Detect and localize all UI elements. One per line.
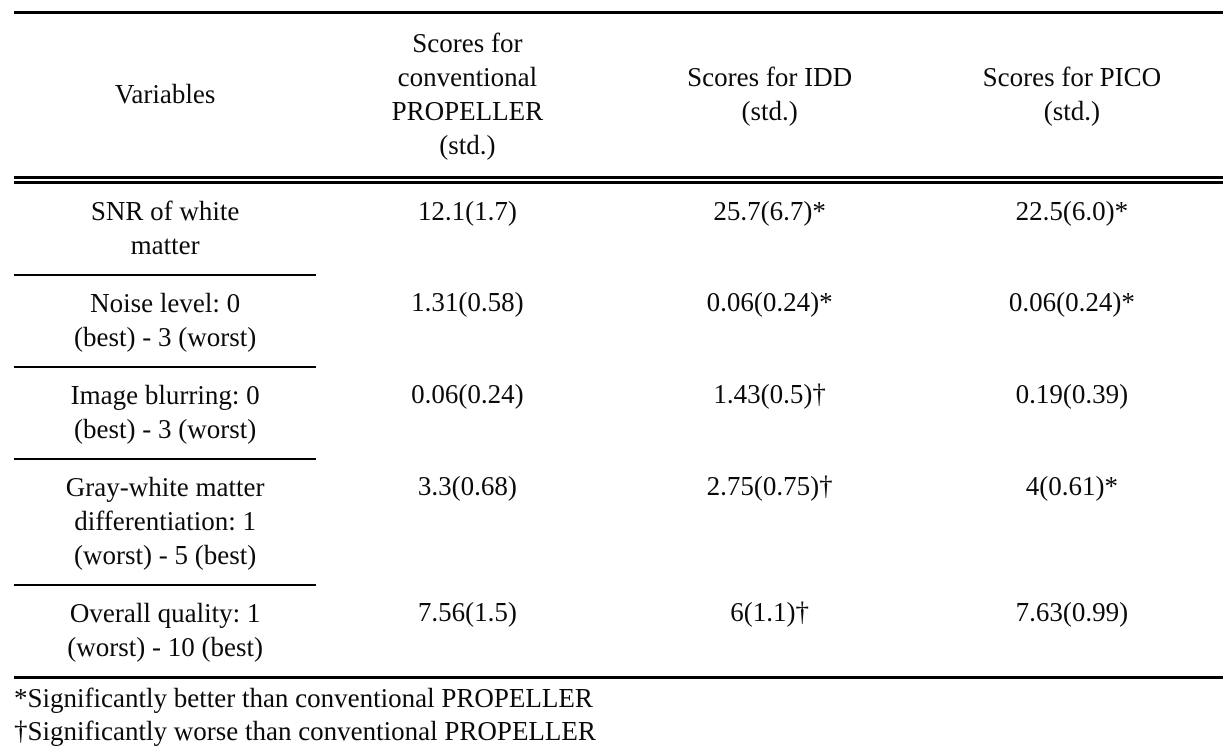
row-label: Overall quality: 1 (worst) - 10 (best) <box>67 598 263 662</box>
table-header: Variables Scores for conventional PROPEL… <box>14 12 1223 184</box>
cell-variable: Gray-white matter differentiation: 1 (wo… <box>14 459 317 586</box>
cell-pico-value: 0.19(0.39) <box>1015 379 1129 409</box>
cell-pico-value: 0.06(0.24)* <box>1008 287 1135 317</box>
cell-idd-value: 2.75(0.75)† <box>706 471 833 501</box>
cell-propeller-value: 1.31(0.58) <box>411 287 524 317</box>
column-header-propeller-label: Scores for conventional PROPELLER (std.) <box>391 28 544 160</box>
column-header-idd-label: Scores for IDD (std.) <box>687 62 853 126</box>
table-body: SNR of white matter 12.1(1.7) 25.7(6.7)*… <box>14 180 1223 679</box>
table-row: Image blurring: 0 (best) - 3 (worst) 0.0… <box>14 367 1223 460</box>
cell-variable: SNR of white matter <box>14 180 317 276</box>
cell-idd-value: 1.43(0.5)† <box>713 379 826 409</box>
row-label: Image blurring: 0 (best) - 3 (worst) <box>70 380 260 444</box>
footnote-significantly-better: *Significantly better than conventional … <box>14 683 593 713</box>
cell-idd-value: 25.7(6.7)* <box>713 196 826 226</box>
cell-propeller-value: 12.1(1.7) <box>417 196 517 226</box>
header-row: Variables Scores for conventional PROPEL… <box>14 12 1223 184</box>
table-row: Gray-white matter differentiation: 1 (wo… <box>14 459 1223 586</box>
table-row: SNR of white matter 12.1(1.7) 25.7(6.7)*… <box>14 180 1223 276</box>
cell-variable: Image blurring: 0 (best) - 3 (worst) <box>14 367 317 460</box>
cell-variable: Overall quality: 1 (worst) - 10 (best) <box>14 585 317 679</box>
table-footnotes: *Significantly better than conventional … <box>14 682 1223 748</box>
column-header-variables: Variables <box>14 12 317 184</box>
column-header-pico: Scores for PICO (std.) <box>920 12 1223 184</box>
column-header-pico-label: Scores for PICO (std.) <box>982 62 1162 126</box>
cell-propeller-value: 7.56(1.5) <box>316 585 619 679</box>
table-row: Noise level: 0 (best) - 3 (worst) 1.31(0… <box>14 275 1223 368</box>
row-label: SNR of white matter <box>90 196 240 260</box>
cell-variable: Noise level: 0 (best) - 3 (worst) <box>14 275 317 368</box>
cell-propeller-value: 3.3(0.68) <box>417 471 517 501</box>
column-header-propeller: Scores for conventional PROPELLER (std.) <box>316 12 619 184</box>
row-label: Noise level: 0 (best) - 3 (worst) <box>74 288 257 352</box>
column-header-idd: Scores for IDD (std.) <box>618 12 921 184</box>
row-label: Gray-white matter differentiation: 1 (wo… <box>65 472 265 570</box>
cell-pico-value: 7.63(0.99) <box>920 585 1223 679</box>
cell-idd-value: 0.06(0.24)* <box>706 287 833 317</box>
cell-propeller-value: 0.06(0.24) <box>411 379 524 409</box>
footnote-significantly-worse: †Significantly worse than conventional P… <box>14 716 596 746</box>
cell-pico-value: 4(0.61)* <box>1025 471 1118 501</box>
cell-pico-value: 22.5(6.0)* <box>1015 196 1129 226</box>
cell-idd-value: 6(1.1)† <box>618 585 921 679</box>
scores-table: Variables Scores for conventional PROPEL… <box>14 11 1223 679</box>
column-header-variables-label: Variables <box>114 79 216 109</box>
table-row: Overall quality: 1 (worst) - 10 (best) 7… <box>14 585 1223 679</box>
